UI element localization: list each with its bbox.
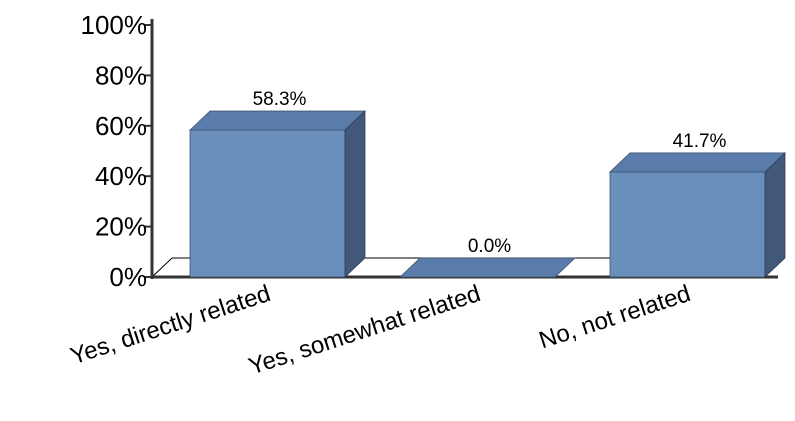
y-tick-label: 40%: [95, 161, 147, 191]
bar-data-label: 41.7%: [673, 131, 727, 152]
bar: [188, 110, 367, 278]
y-tick-label: 100%: [81, 10, 148, 40]
bar-data-label: 58.3%: [253, 89, 307, 110]
bar-side: [764, 151, 786, 278]
bar-front: [609, 171, 766, 278]
bar-side: [344, 110, 366, 278]
x-category-label: Yes, directly related: [67, 280, 274, 370]
bar: [608, 151, 787, 278]
y-tick-label: 80%: [95, 60, 147, 90]
bar-top: [188, 110, 367, 131]
y-tick-label: 60%: [95, 111, 147, 141]
bar: [398, 257, 577, 278]
bar-data-label: 0.0%: [468, 236, 511, 257]
bar-top: [398, 257, 577, 278]
y-tick-label: 20%: [95, 212, 147, 242]
bar-front: [189, 129, 346, 278]
y-tick-label: 0%: [109, 262, 147, 292]
chart-bars: [188, 110, 787, 278]
bar-top: [608, 152, 787, 173]
x-category-label: Yes, somewhat related: [245, 280, 483, 380]
x-category-label: No, not related: [536, 280, 694, 354]
